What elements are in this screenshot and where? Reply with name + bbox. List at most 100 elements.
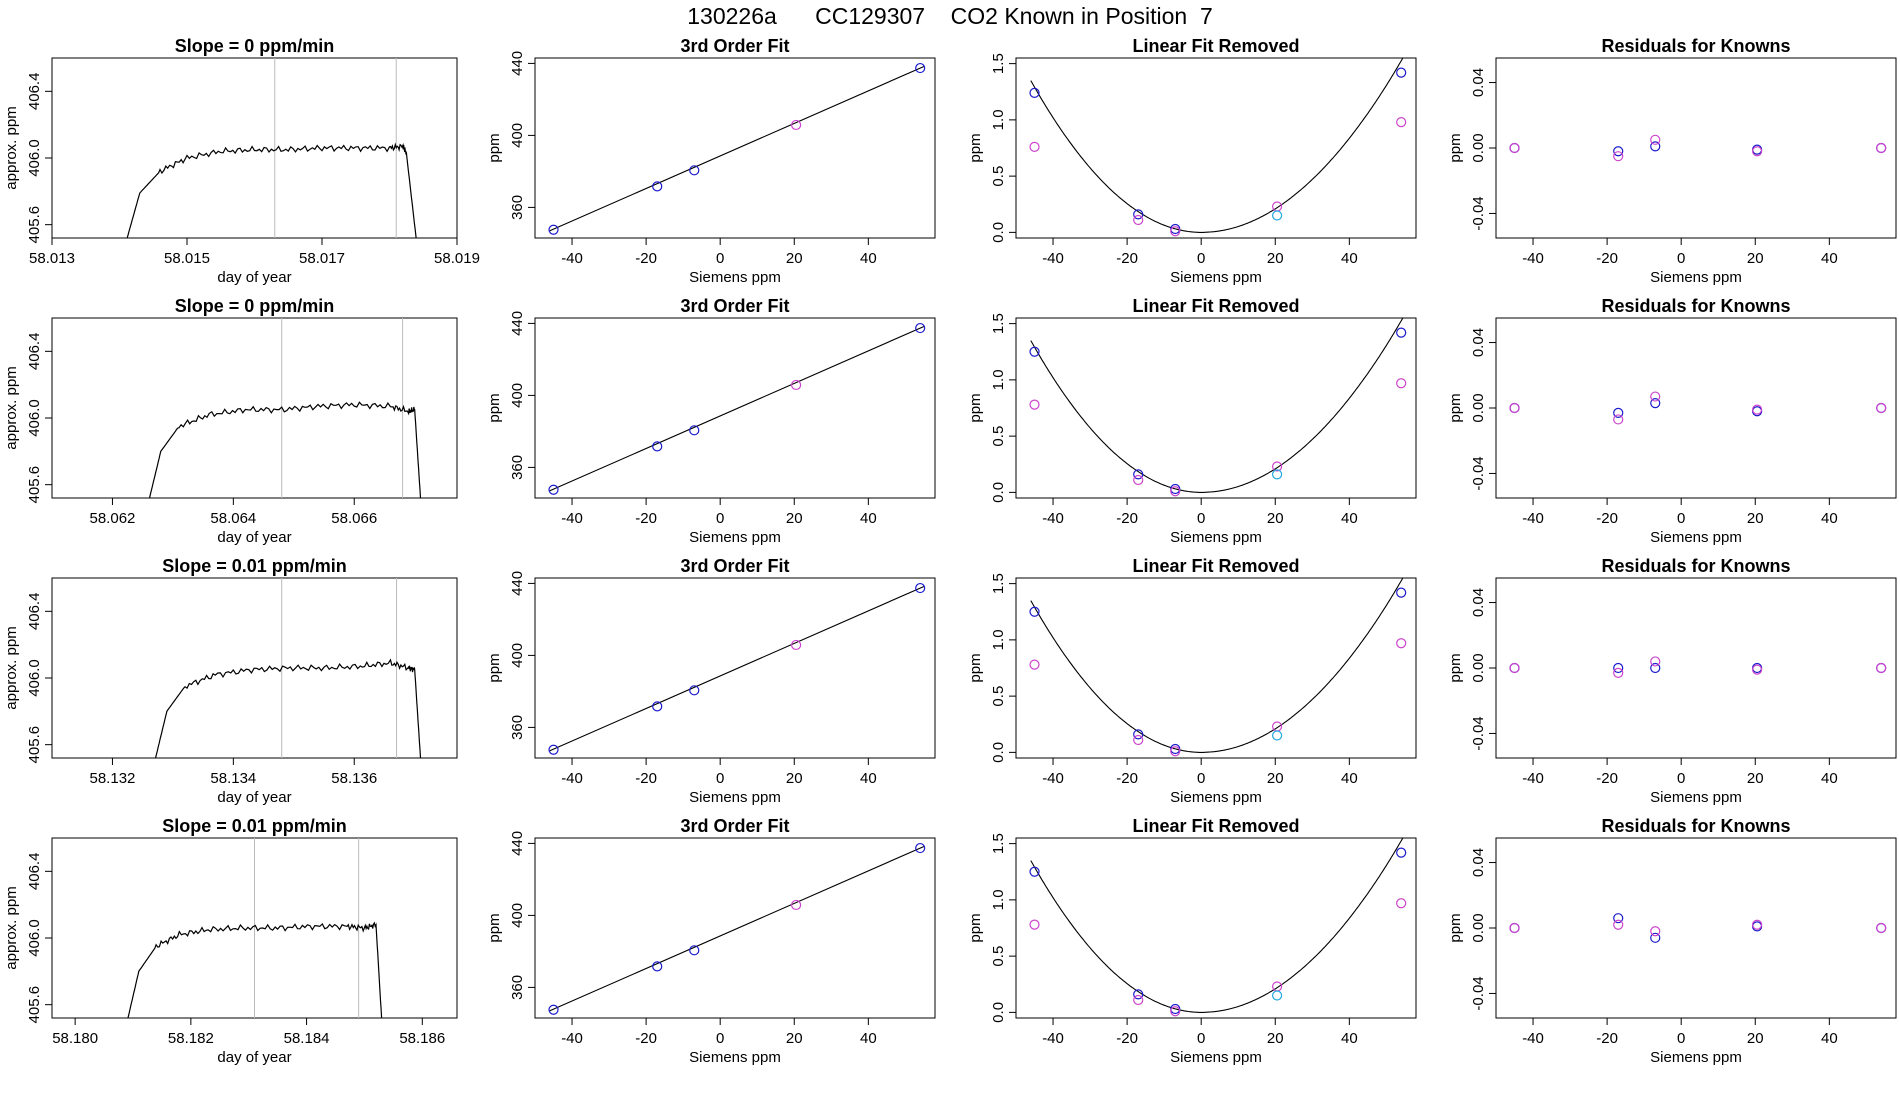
y-axis-label: ppm [486,393,503,422]
chart-panel: Slope = 0.01 ppm/min 58.132 58.134 58.136 40… [3,556,458,806]
x-tick-label: -40 [1522,1030,1544,1047]
chart-title: Linear Fit Removed [1132,36,1299,56]
chart-panel: Linear Fit Removed -40 -20 0 20 40 0.0 0.5 1.0 1.… [967,556,1417,806]
x-tick-label: -20 [1116,1030,1138,1047]
data-point [1650,134,1661,145]
fit-curve-line [1030,578,1404,753]
x-tick-label: 58.186 [399,1030,445,1047]
data-point [1509,142,1520,154]
y-axis-label: ppm [967,393,984,422]
x-tick-label: 40 [1821,250,1838,267]
data-point [1029,87,1040,98]
x-tick-label: 20 [1267,770,1284,787]
data-point [1613,913,1624,924]
x-tick-label: -20 [1116,510,1138,527]
data-point [1029,399,1040,410]
x-axis-label: Siemens ppm [1650,1049,1742,1066]
data-point [652,961,663,972]
x-tick-label: 0 [1197,1030,1205,1047]
x-axis-label: Siemens ppm [1170,529,1262,546]
y-axis-label: ppm [486,653,503,682]
x-tick-label: 58.015 [164,250,210,267]
x-tick-label: 0 [716,510,724,527]
chart-panel: 3rd Order Fit -40 -20 0 20 40 360 400 440 Siemens… [486,816,936,1066]
plot-area [1509,134,1887,162]
x-axis-label: Siemens ppm [1650,789,1742,806]
y-axis-label: ppm [1447,393,1464,422]
x-tick-label: -20 [635,770,657,787]
y-tick-label: 440 [509,831,526,856]
x-tick-label: -40 [1522,770,1544,787]
y-axis-label: ppm [486,913,503,942]
y-axis-label: ppm [967,133,984,162]
y-tick-label: 1.5 [990,53,1007,74]
data-point [1029,919,1040,930]
data-point [1029,659,1040,670]
y-tick-label: 406.0 [26,919,43,957]
fit-curve-line [1030,58,1404,233]
x-tick-label: -40 [1042,770,1064,787]
data-point [1272,461,1283,472]
y-tick-label: 0.5 [990,946,1007,967]
x-tick-label: 40 [1341,510,1358,527]
data-point [791,899,802,911]
x-tick-label: 40 [1821,1030,1838,1047]
x-tick-label: -20 [635,250,657,267]
data-point [1170,226,1181,237]
x-tick-label: 40 [1341,250,1358,267]
data-point [1876,922,1887,934]
data-point [1752,664,1763,675]
chart-panel: Residuals for Knowns -40 -20 0 20 40 -0.04 0.00… [1447,556,1897,806]
y-tick-label: 1.0 [990,629,1007,650]
x-tick-label: 20 [786,1030,803,1047]
y-tick-label: 406.4 [26,73,43,111]
chart-title: 3rd Order Fit [680,296,789,316]
x-axis-label: Siemens ppm [689,789,781,806]
chart-panel: Residuals for Knowns -40 -20 0 20 40 -0.04 0.00… [1447,296,1897,546]
data-point [1613,414,1624,425]
chart-title: 3rd Order Fit [680,556,789,576]
data-point [1650,397,1661,409]
data-point [1133,734,1144,746]
x-tick-label: -20 [1596,510,1618,527]
chart-panel: 3rd Order Fit -40 -20 0 20 40 360 400 440 Siemens… [486,36,936,286]
y-tick-label: 0.5 [990,686,1007,707]
data-point [1029,866,1040,877]
chart-title: Linear Fit Removed [1132,816,1299,836]
y-tick-label: 1.5 [990,573,1007,594]
fit-curve-line [549,845,925,1012]
data-point [1170,746,1181,757]
data-point [1133,994,1144,1006]
data-point [1613,151,1624,162]
data-point [1133,729,1144,740]
y-tick-label: 400 [509,903,526,928]
y-tick-label: 400 [509,643,526,668]
y-tick-label: 1.0 [990,369,1007,390]
x-tick-label: 58.062 [90,510,136,527]
plot-frame [1495,837,1897,1019]
data-point [1396,898,1407,909]
data-point [791,639,802,651]
y-tick-label: 406.0 [26,399,43,437]
x-tick-label: 40 [1821,770,1838,787]
x-tick-label: 40 [860,250,877,267]
y-axis-label: ppm [1447,133,1464,162]
plot-area [126,58,417,238]
x-tick-label: 58.180 [52,1030,98,1047]
data-point [1133,214,1144,226]
ppm-trace-line [148,401,422,498]
y-tick-label: 1.0 [990,109,1007,130]
chart-title: 3rd Order Fit [680,36,789,56]
chart-panel: Slope = 0 ppm/min 58.062 58.064 58.066 405.6… [3,296,458,546]
x-tick-label: 20 [1747,510,1764,527]
chart-title: Residuals for Knowns [1601,556,1790,576]
x-axis-label: Siemens ppm [689,1049,781,1066]
chart-panel: Linear Fit Removed -40 -20 0 20 40 0.0 0.5 1.0 1.… [967,816,1417,1066]
x-tick-label: 20 [786,770,803,787]
fit-curve-line [1030,318,1404,493]
x-tick-label: 0 [716,770,724,787]
y-tick-label: 0.04 [1470,328,1487,357]
y-tick-label: 406.4 [26,593,43,631]
data-point [548,744,559,755]
y-tick-label: 0.5 [990,166,1007,187]
